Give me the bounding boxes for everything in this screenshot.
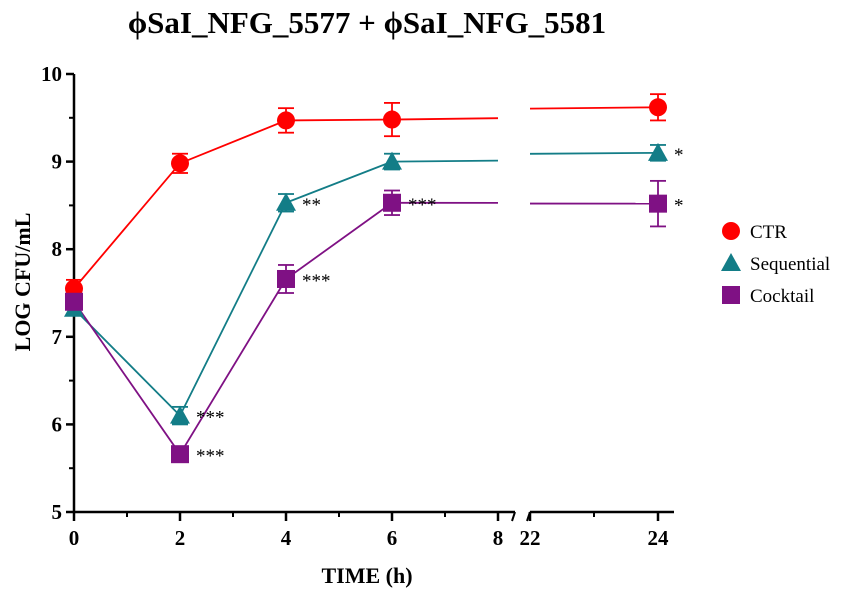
sequential-significance-label: ** bbox=[302, 195, 321, 216]
x-tick-label: 6 bbox=[387, 526, 398, 550]
cocktail-point bbox=[383, 193, 401, 212]
sequential-point bbox=[382, 151, 402, 170]
legend-sequential-label: Sequential bbox=[750, 254, 830, 275]
cocktail-point bbox=[171, 445, 189, 464]
cocktail-significance-label: *** bbox=[196, 446, 225, 467]
legend-ctr-label: CTR bbox=[750, 222, 787, 243]
y-tick-label: 8 bbox=[52, 237, 63, 261]
error-bars bbox=[66, 93, 666, 458]
y-tick-label: 10 bbox=[41, 62, 62, 86]
series-lines bbox=[73, 106, 659, 456]
y-tick-label: 6 bbox=[52, 412, 63, 436]
x-tick-label: 0 bbox=[69, 526, 80, 550]
legend: CTR Sequential Cocktail bbox=[721, 222, 830, 307]
legend-cocktail-marker bbox=[722, 286, 740, 304]
ctr-point bbox=[277, 111, 295, 130]
data-markers bbox=[64, 98, 668, 464]
legend-sequential-marker bbox=[721, 253, 741, 271]
cocktail-significance-label: *** bbox=[302, 271, 331, 292]
x-tick-label: 22 bbox=[520, 526, 541, 550]
sequential-significance-label: *** bbox=[196, 408, 225, 429]
y-tick-label: 5 bbox=[52, 500, 63, 524]
chart-title: ϕSaI_NFG_5577 + ϕSaI_NFG_5581 bbox=[128, 5, 606, 40]
cocktail-point bbox=[649, 194, 667, 213]
x-tick-label: 24 bbox=[648, 526, 670, 550]
cocktail-point bbox=[65, 292, 83, 311]
legend-cocktail-label: Cocktail bbox=[750, 286, 814, 307]
sequential-point bbox=[276, 192, 296, 211]
y-tick-label: 7 bbox=[52, 325, 63, 349]
y-axis-title: LOG CFU/mL bbox=[10, 213, 35, 352]
ctr-point bbox=[383, 110, 401, 129]
x-axis-title: TIME (h) bbox=[321, 563, 412, 588]
cocktail-line-left bbox=[73, 201, 499, 456]
legend-ctr-marker bbox=[722, 222, 740, 240]
sequential-point bbox=[648, 142, 668, 161]
sequential-point bbox=[170, 405, 190, 424]
x-tick-label: 4 bbox=[281, 526, 292, 550]
x-tick-label: 8 bbox=[493, 526, 504, 550]
sequential-significance-label: * bbox=[674, 145, 684, 166]
ctr-line-right bbox=[529, 106, 659, 110]
y-tick-label: 9 bbox=[52, 150, 63, 174]
sequential-line-right bbox=[529, 151, 659, 155]
x-tick-label: 2 bbox=[175, 526, 186, 550]
ctr-point bbox=[171, 154, 189, 173]
significance-annotations: *************** * bbox=[196, 145, 684, 467]
cocktail-significance-label: *** bbox=[408, 195, 437, 216]
cocktail-significance-label: * bbox=[674, 196, 684, 217]
ctr-point bbox=[649, 98, 667, 117]
cocktail-point bbox=[277, 269, 295, 288]
x-axis-break-mark-left bbox=[511, 511, 516, 522]
